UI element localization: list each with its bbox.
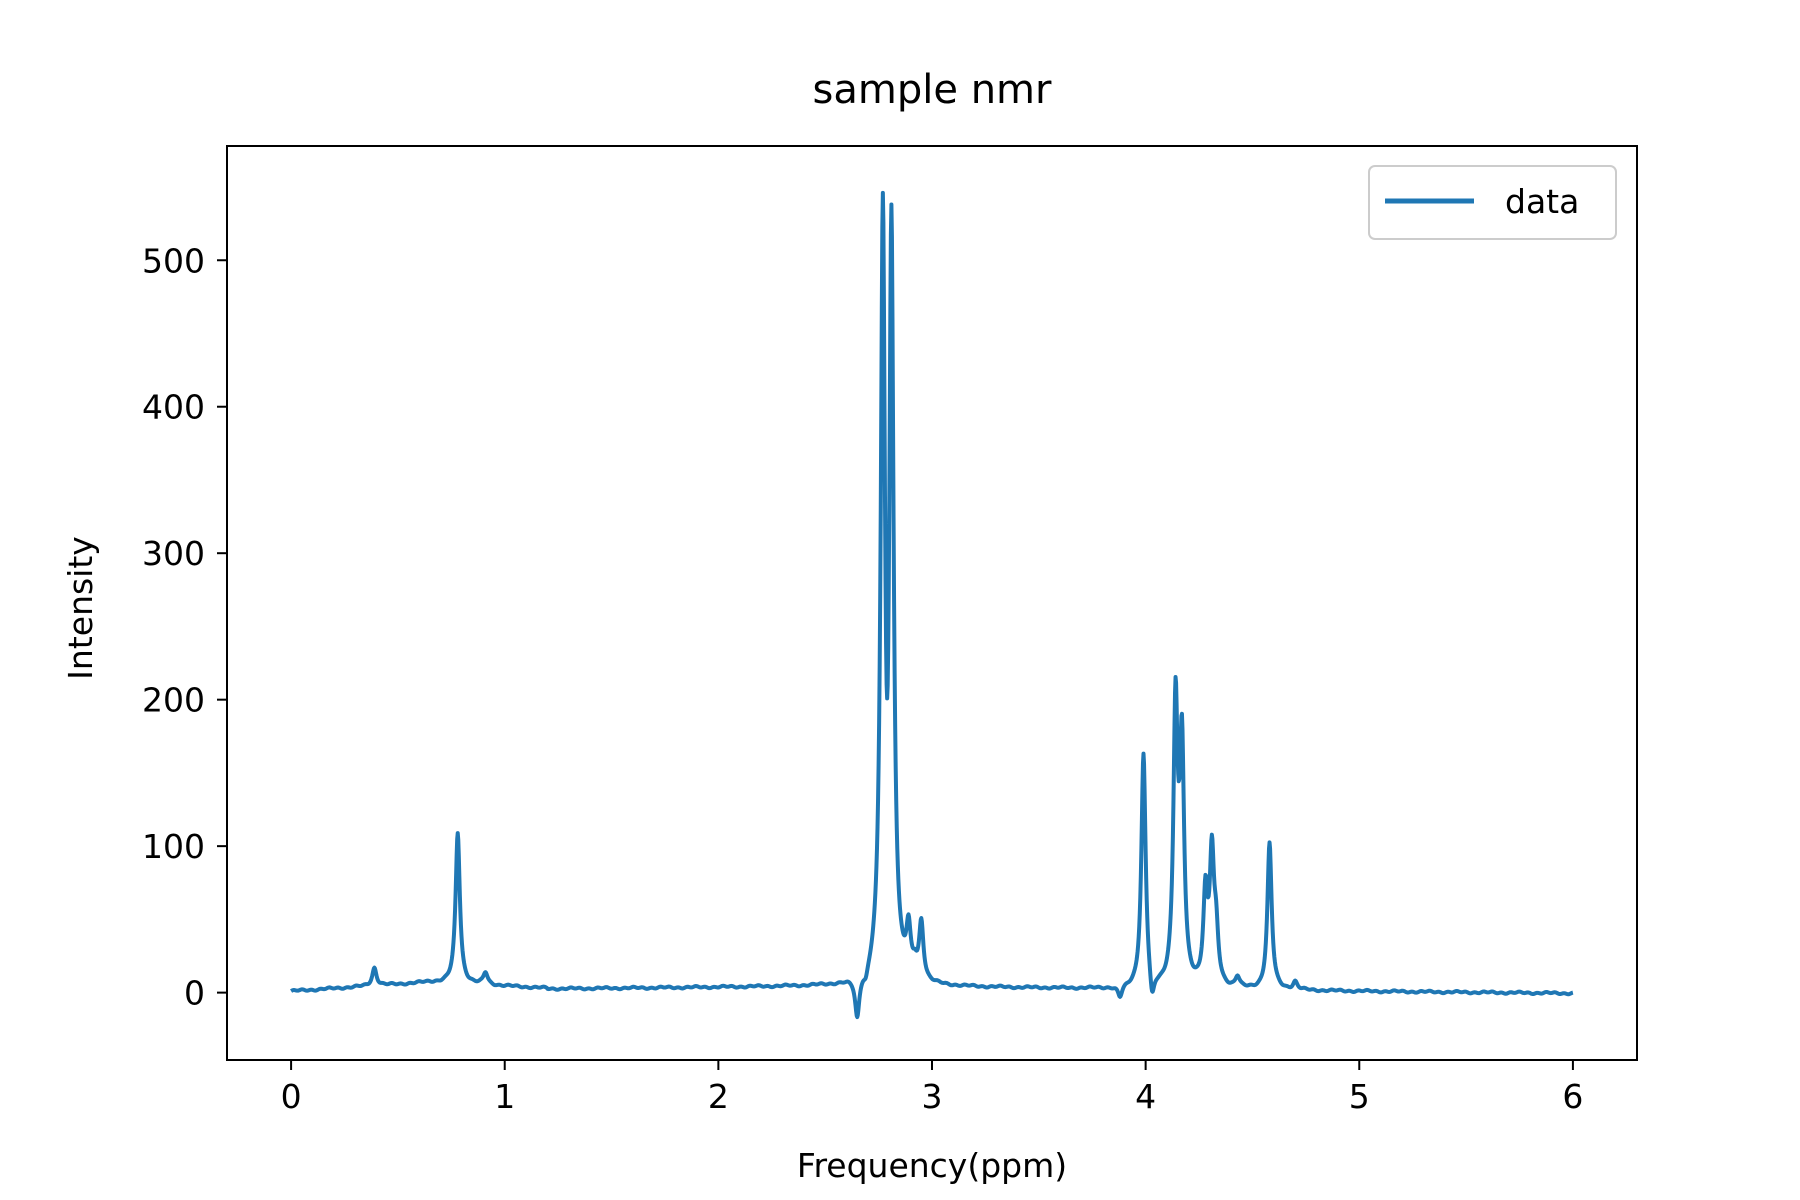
y-tick-label: 300 xyxy=(142,534,205,573)
y-tick-label: 500 xyxy=(142,241,205,280)
y-axis-ticks: 0 100 200 300 400 500 xyxy=(142,241,227,1013)
x-axis-ticks: 0 1 2 3 4 5 6 xyxy=(281,1060,1583,1116)
x-tick-label: 4 xyxy=(1135,1077,1156,1116)
x-tick-label: 0 xyxy=(281,1077,302,1116)
x-tick-label: 5 xyxy=(1349,1077,1370,1116)
y-tick-label: 400 xyxy=(142,388,205,427)
series-line-data xyxy=(289,190,1575,1020)
x-axis-label: Frequency(ppm) xyxy=(797,1146,1067,1185)
chart-title: sample nmr xyxy=(813,67,1052,113)
y-axis-label: Intensity xyxy=(61,536,100,680)
legend-label-data: data xyxy=(1505,182,1579,221)
y-tick-label: 200 xyxy=(142,681,205,720)
legend: data xyxy=(1368,165,1617,240)
y-tick-label: 100 xyxy=(142,827,205,866)
x-tick-label: 2 xyxy=(708,1077,729,1116)
legend-box xyxy=(1368,165,1617,240)
x-tick-label: 6 xyxy=(1562,1077,1583,1116)
x-tick-label: 3 xyxy=(922,1077,943,1116)
x-tick-label: 1 xyxy=(494,1077,515,1116)
data-series xyxy=(289,190,1575,1020)
y-tick-label: 0 xyxy=(184,974,205,1013)
